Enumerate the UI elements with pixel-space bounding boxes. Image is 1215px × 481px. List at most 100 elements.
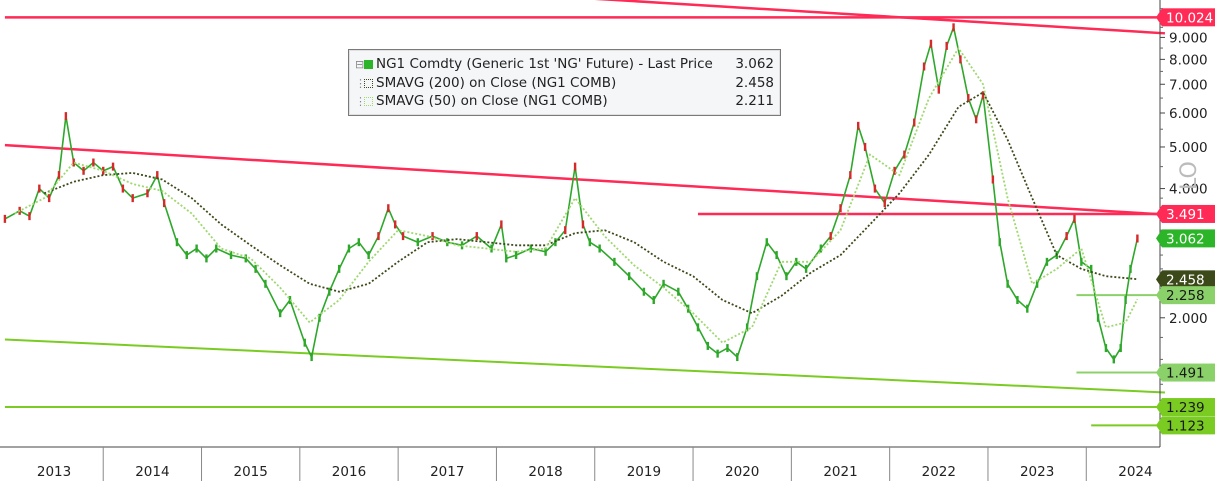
price-label-box: 3.491	[1156, 204, 1215, 223]
x-tick-label: 2017	[430, 464, 464, 480]
y-tick-label: 4.000	[1169, 182, 1208, 198]
price-bar	[416, 238, 419, 247]
price-bar	[529, 244, 533, 253]
price-bar	[185, 251, 188, 260]
price-bar	[642, 287, 646, 296]
price-bar	[922, 62, 926, 71]
price-bar	[819, 244, 823, 253]
price-label-box: 1.239	[1156, 398, 1215, 417]
price-bar	[945, 41, 948, 50]
sma50-swatch-icon	[364, 97, 373, 106]
price-bar	[1035, 279, 1039, 288]
side-tab-label[interactable]: LO	[1177, 161, 1202, 190]
price-bar	[92, 158, 95, 167]
price-bar	[588, 238, 592, 247]
price-bar	[627, 272, 631, 281]
price-bar	[47, 194, 51, 203]
price-bar	[377, 232, 380, 241]
sma200-swatch-icon	[364, 79, 373, 88]
price-bar	[175, 238, 179, 247]
x-tick-label: 2023	[1020, 464, 1054, 480]
price-bar	[387, 204, 390, 213]
price-bar	[755, 272, 759, 281]
price-bar	[229, 251, 233, 260]
price-bar	[893, 166, 896, 175]
price-bar	[1026, 304, 1029, 313]
price-label-text: 2.258	[1166, 288, 1205, 304]
price-bar	[1006, 279, 1009, 288]
price-bar	[736, 353, 739, 362]
price-bar	[706, 341, 709, 350]
price-bar	[974, 115, 978, 124]
price-bar	[696, 323, 700, 332]
price-bar	[3, 214, 7, 223]
price-bar	[726, 344, 729, 353]
collapse-icon[interactable]: ⊟	[355, 58, 365, 71]
price-bar	[785, 272, 788, 281]
price-bar	[328, 287, 331, 296]
price-label-text: 10.024	[1166, 10, 1213, 26]
sma200-line	[43, 91, 1138, 315]
price-bar	[959, 55, 962, 64]
price-bar	[195, 244, 198, 253]
trendline	[4, 143, 1165, 216]
y-tick-label: 2.000	[1169, 311, 1208, 327]
price-bar	[1129, 264, 1132, 273]
price-bar	[775, 251, 778, 260]
price-bar	[581, 220, 585, 229]
price-bar	[393, 220, 397, 229]
price-bar	[991, 175, 995, 184]
x-tick-label: 2020	[725, 464, 759, 480]
price-bar	[829, 232, 832, 241]
price-bar	[863, 142, 867, 151]
legend-price-value: 3.062	[735, 56, 774, 72]
price-bar	[981, 91, 985, 100]
price-bar	[121, 184, 125, 193]
price-bar	[278, 309, 282, 318]
x-tick-label: 2014	[135, 464, 169, 480]
price-bar	[431, 232, 434, 241]
price-bar	[318, 313, 321, 322]
price-bar	[1080, 257, 1083, 266]
price-bar	[111, 162, 115, 171]
price-label-box: 1.123	[1156, 416, 1215, 435]
price-bar	[505, 254, 508, 263]
legend-sma50-row: ⋮ SMAVG (50) on Close (NG1 COMB) 2.211	[355, 92, 774, 110]
price-bar	[244, 254, 247, 263]
x-tick-label: 2018	[528, 464, 562, 480]
price-bar	[952, 23, 955, 32]
price-bar	[131, 194, 134, 203]
legend-price-label: NG1 Comdty (Generic 1st 'NG' Future) - L…	[376, 56, 713, 72]
sma50-line	[14, 46, 1139, 344]
price-label-text: 1.123	[1166, 418, 1205, 434]
chart-legend: ⊟ NG1 Comdty (Generic 1st 'NG' Future) - …	[348, 49, 781, 116]
price-bar	[1089, 264, 1093, 273]
price-bar	[849, 171, 852, 180]
x-tick-label: 2015	[233, 464, 267, 480]
price-bar	[745, 323, 749, 332]
price-label-text: 2.458	[1166, 272, 1205, 288]
legend-sma200-value: 2.458	[735, 75, 774, 91]
price-bar	[839, 204, 842, 213]
price-bar	[367, 251, 370, 260]
price-bar	[652, 296, 655, 305]
price-bar	[72, 158, 75, 167]
price-bar	[857, 121, 860, 130]
price-bar	[662, 279, 665, 288]
y-tick-label: 7.000	[1169, 77, 1208, 93]
price-bar	[913, 118, 916, 127]
price-bar	[804, 264, 808, 273]
price-bar	[1016, 296, 1019, 305]
y-tick-label: 9.000	[1169, 30, 1208, 46]
price-bar	[564, 226, 567, 235]
price-bar	[38, 184, 41, 193]
price-bar	[967, 94, 970, 103]
price-bar	[1124, 296, 1127, 305]
price-bar	[544, 247, 547, 256]
price-bar	[162, 199, 166, 208]
price-label-box: 3.062	[1156, 229, 1215, 248]
tree-branch-icon: ⋮	[355, 77, 366, 90]
legend-sma50-value: 2.211	[735, 93, 774, 109]
